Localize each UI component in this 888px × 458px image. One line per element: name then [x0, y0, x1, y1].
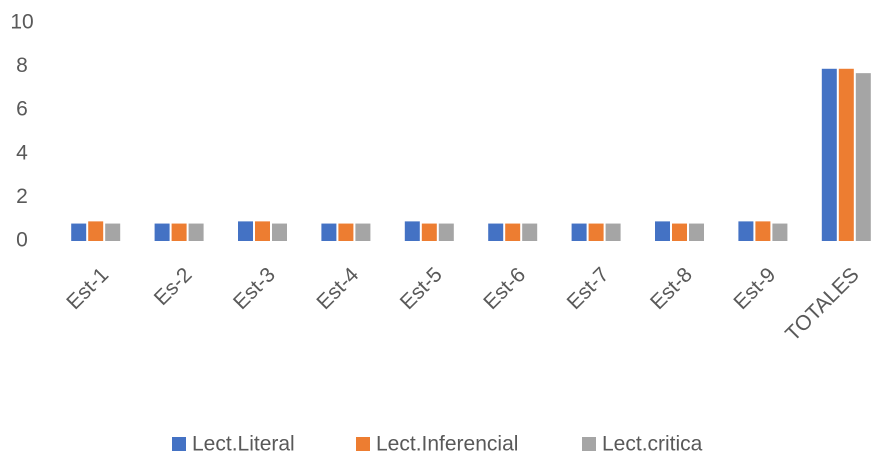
legend-label: Lect.critica [602, 433, 703, 456]
y-tick-label: 6 [16, 98, 28, 121]
bar [88, 221, 104, 241]
y-tick-label: 8 [16, 54, 28, 77]
bar [738, 221, 754, 241]
bar [105, 223, 121, 241]
x-tick-label: Est-8 [646, 263, 697, 314]
bar [438, 223, 454, 241]
bar [855, 73, 871, 241]
bar [238, 221, 253, 241]
x-tick-label: Est-3 [229, 263, 280, 314]
bar [772, 223, 788, 241]
bar [404, 221, 420, 241]
x-tick-label: Est-6 [479, 263, 530, 314]
legend-swatch [582, 437, 596, 451]
y-tick-label: 2 [16, 185, 28, 208]
bar [755, 221, 771, 241]
bar [488, 223, 504, 241]
bar [605, 223, 621, 241]
x-tick-label: Est-5 [396, 263, 447, 314]
bar [321, 223, 337, 241]
legend-swatch [172, 437, 186, 451]
bar [272, 223, 287, 241]
bar [505, 223, 521, 241]
x-tick-label: Est-9 [729, 263, 780, 314]
bar [655, 221, 670, 241]
bar [255, 221, 270, 241]
x-tick-label: Est-1 [62, 263, 113, 314]
bar [588, 223, 604, 241]
bar [154, 223, 170, 241]
legend-label: Lect.Inferencial [376, 433, 518, 456]
x-tick-label: Es-2 [150, 263, 197, 310]
bar [689, 223, 704, 241]
y-tick-label: 0 [16, 229, 28, 252]
bar [338, 223, 354, 241]
legend-label: Lect.Literal [192, 433, 295, 456]
bar [188, 223, 204, 241]
x-tick-label: Est-7 [563, 263, 614, 314]
bar [571, 223, 587, 241]
bar [672, 223, 687, 241]
legend-swatch [356, 437, 370, 451]
bar [821, 68, 837, 241]
y-tick-label: 10 [10, 11, 33, 34]
bar [71, 223, 87, 241]
bar [421, 223, 437, 241]
bar [171, 223, 187, 241]
x-tick-label: TOTALES [781, 263, 864, 346]
y-tick-label: 4 [16, 141, 28, 164]
x-tick-label: Est-4 [312, 263, 363, 314]
bar [522, 223, 538, 241]
bar [355, 223, 371, 241]
bar [838, 68, 854, 241]
